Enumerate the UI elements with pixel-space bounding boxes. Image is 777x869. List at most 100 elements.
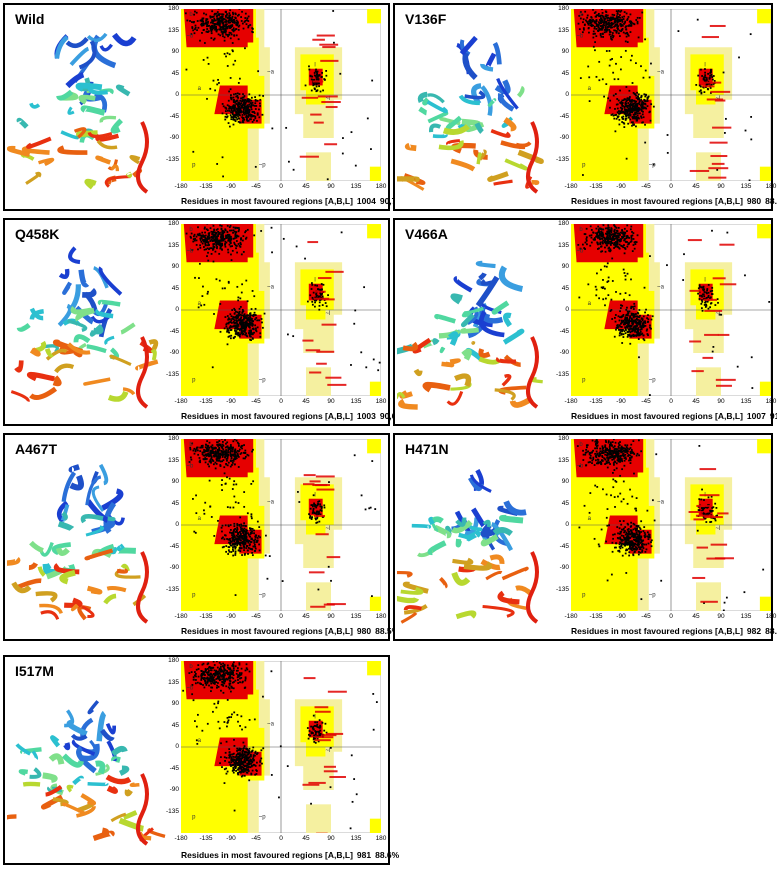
y-tick-label: -90	[169, 349, 179, 356]
svg-text:b: b	[189, 442, 193, 448]
residue-count: 1007	[746, 411, 766, 421]
protein-structure	[7, 32, 149, 194]
y-tick-label: 90	[561, 48, 569, 55]
figure-panel-a467t: A467T b a l p ~b ~a ~l ~p 180 135 90 45 0 -45 -90 -135 -1…	[3, 433, 399, 641]
y-tick-label: -135	[165, 807, 179, 815]
x-tick-label: -135	[589, 398, 603, 405]
x-tick-label: 0	[279, 183, 283, 190]
svg-text:~a: ~a	[267, 285, 275, 291]
y-tick-label: 180	[558, 220, 569, 227]
protein-structure	[397, 468, 539, 624]
x-tick-label: 45	[692, 398, 700, 405]
svg-text:~l: ~l	[325, 311, 330, 317]
panel-caption: Residues in most favoured regions [A,B,L…	[181, 411, 404, 421]
y-tick-label: 90	[171, 263, 179, 270]
svg-text:a: a	[588, 86, 592, 92]
x-tick-label: 180	[375, 613, 387, 620]
favoured-percent: 90,6%	[379, 411, 404, 421]
favoured-percent: 88.5%	[765, 196, 777, 206]
x-tick-label: 0	[669, 398, 673, 405]
favoured-percent: 88.5%	[375, 626, 400, 636]
caption-text: Residues in most favoured regions [A,B,L…	[181, 411, 353, 421]
y-tick-label: 90	[561, 263, 569, 270]
x-tick-label: -45	[641, 613, 651, 620]
y-tick-label: 180	[558, 5, 569, 12]
y-tick-label: 0	[175, 306, 179, 313]
svg-text:~a: ~a	[657, 285, 665, 291]
y-tick-label: -135	[555, 585, 569, 593]
svg-text:~l: ~l	[325, 96, 330, 102]
x-tick-label: 135	[740, 613, 752, 620]
panel-label: I517M	[15, 663, 54, 679]
svg-text:p: p	[582, 378, 586, 384]
y-tick-label: -90	[169, 564, 179, 571]
x-tick-label: 135	[350, 613, 362, 620]
svg-text:~l: ~l	[715, 311, 720, 317]
svg-text:p: p	[192, 378, 196, 384]
x-tick-label: 0	[279, 398, 283, 405]
y-tick-label: 45	[561, 284, 569, 292]
panel-label: Wild	[15, 11, 45, 27]
y-tick-label: -45	[559, 327, 569, 335]
x-tick-label: 135	[350, 183, 362, 190]
svg-text:~b: ~b	[577, 464, 585, 470]
figure-panel-v136f: V136Fbalp~b~a~l~p18013590450-45-90-135-1…	[393, 3, 777, 211]
svg-text:b: b	[189, 227, 193, 233]
x-tick-label: -45	[641, 183, 651, 190]
residue-count: 1003	[356, 411, 376, 421]
y-tick-label: -135	[165, 370, 179, 378]
x-tick-label: 0	[669, 613, 673, 620]
x-tick-label: -45	[251, 835, 261, 842]
panel-caption: Residues in most favoured regions [A,B,L…	[571, 626, 777, 636]
y-tick-label: 180	[168, 220, 179, 227]
y-tick-label: -90	[169, 786, 179, 793]
ramachandran-plot: b a l p ~b ~a ~l ~p	[571, 224, 771, 396]
svg-text:~a: ~a	[267, 70, 275, 76]
y-tick-label: 90	[171, 700, 179, 707]
y-tick-label: 135	[168, 241, 179, 249]
svg-text:l: l	[314, 62, 315, 68]
y-tick-label: -135	[555, 155, 569, 163]
x-tick-label: -180	[564, 183, 578, 190]
x-tick-label: 90	[327, 835, 335, 842]
panel-label: V136F	[405, 11, 447, 27]
residue-count: 982	[746, 626, 762, 636]
svg-text:~p: ~p	[649, 163, 657, 169]
svg-text:~l: ~l	[325, 526, 330, 532]
x-tick-label: 135	[350, 835, 362, 842]
y-tick-label: -45	[559, 542, 569, 550]
x-tick-label: 135	[740, 183, 752, 190]
protein-structure	[397, 35, 544, 194]
x-tick-label: -180	[174, 835, 188, 842]
svg-text:p: p	[192, 593, 196, 599]
svg-text:~a: ~a	[267, 500, 275, 506]
y-tick-label: -45	[169, 542, 179, 550]
y-tick-label: 90	[561, 478, 569, 485]
svg-text:~p: ~p	[649, 378, 657, 384]
caption-text: Residues in most favoured regions [A,B,L…	[181, 196, 353, 206]
panel-caption: Residues in most favoured regions [A,B,L…	[571, 411, 777, 421]
x-tick-label: 45	[302, 398, 310, 405]
svg-text:p: p	[192, 163, 196, 169]
x-tick-label: -90	[616, 613, 626, 620]
x-tick-label: 135	[740, 398, 752, 405]
x-tick-label: -135	[199, 835, 213, 842]
svg-text:~b: ~b	[187, 464, 195, 470]
x-tick-label: -90	[226, 835, 236, 842]
ramachandran-plot: b a l p ~b ~a ~l ~p	[181, 224, 381, 396]
x-tick-label: -90	[616, 183, 626, 190]
y-tick-label: -135	[165, 585, 179, 593]
protein-structure	[7, 463, 149, 624]
x-tick-label: -180	[174, 613, 188, 620]
x-tick-label: -90	[226, 398, 236, 405]
favoured-percent: 88.7%	[765, 626, 777, 636]
panel-label: V466A	[405, 226, 448, 242]
y-tick-label: -90	[559, 134, 569, 141]
svg-text:a: a	[198, 86, 202, 92]
y-tick-label: -90	[559, 564, 569, 571]
y-tick-label: 135	[168, 26, 179, 34]
y-tick-label: 0	[565, 91, 569, 98]
x-tick-label: 45	[302, 613, 310, 620]
panel-label: H471N	[405, 441, 449, 457]
y-tick-label: -135	[165, 155, 179, 163]
